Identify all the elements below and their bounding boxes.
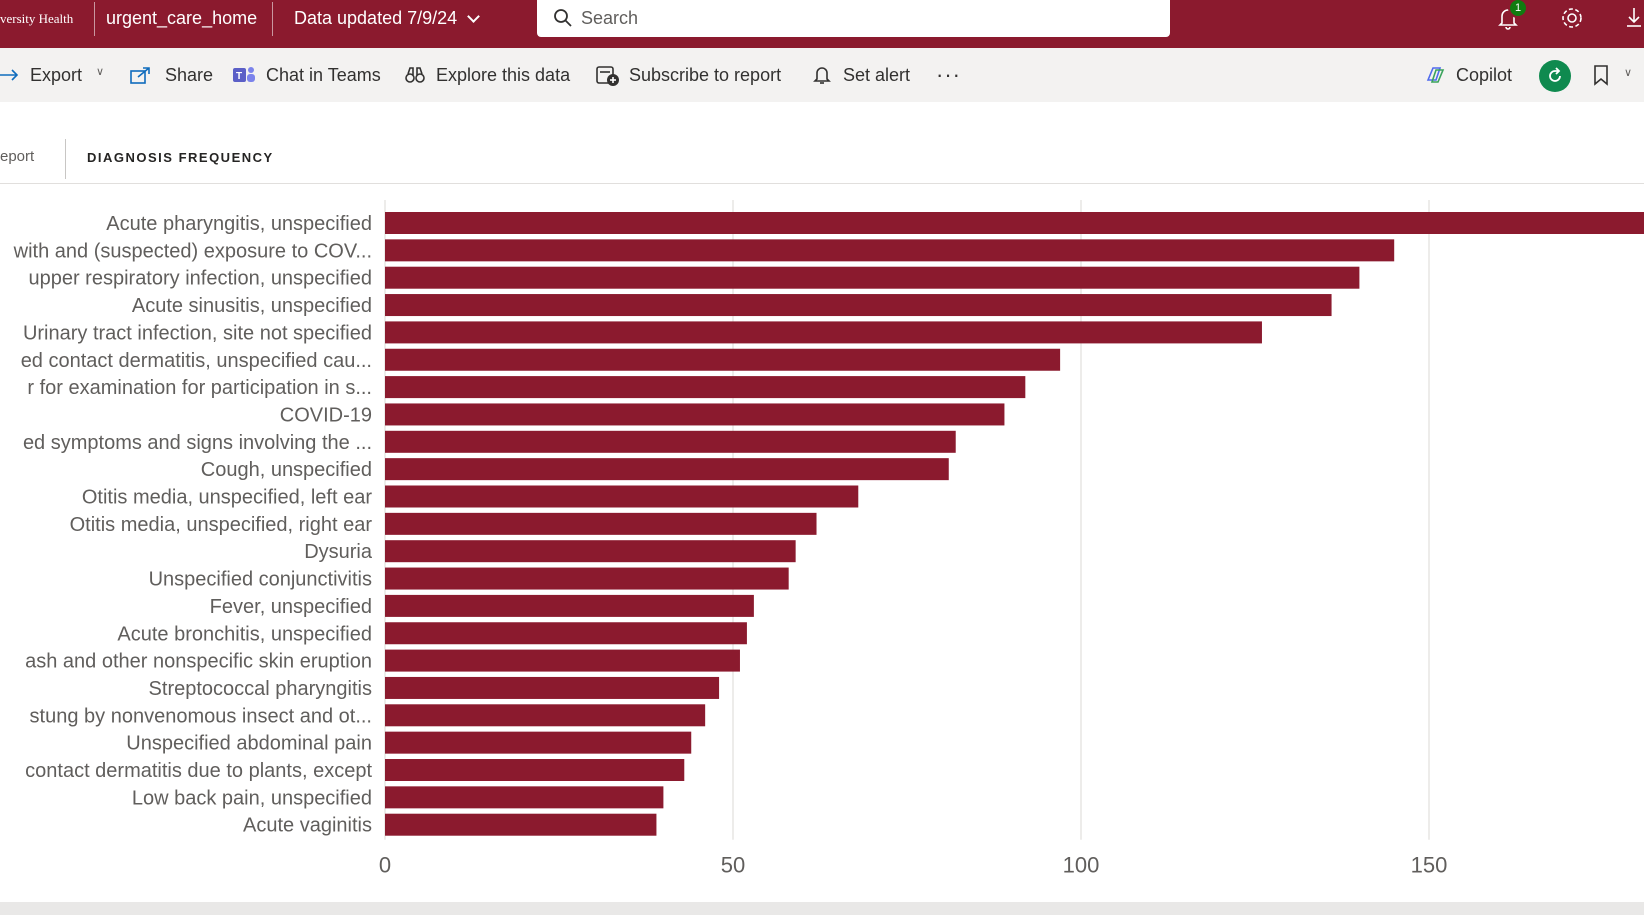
bar[interactable] — [385, 622, 747, 645]
action-bar: Export ∨ Share T Chat in Teams Explore t… — [0, 48, 1644, 102]
category-label: stung by nonvenomous insect and ot... — [30, 705, 372, 727]
category-label: contact dermatitis due to plants, except — [25, 760, 372, 782]
bar[interactable] — [385, 485, 859, 508]
bar[interactable] — [385, 512, 817, 535]
chat-in-teams-button[interactable]: T Chat in Teams — [232, 48, 384, 102]
search-box[interactable] — [537, 0, 1170, 37]
tab-divider — [65, 139, 66, 179]
category-label: ash and other nonspecific skin eruption — [25, 651, 372, 673]
x-tick-label: 50 — [721, 853, 745, 878]
subscribe-label: Subscribe to report — [629, 65, 782, 85]
teams-icon: T — [233, 67, 255, 82]
category-label: Fever, unspecified — [210, 596, 372, 618]
more-options-button[interactable]: ··· — [936, 62, 961, 87]
search-input[interactable] — [581, 4, 1141, 32]
copilot-label: Copilot — [1456, 65, 1513, 85]
bookmark-icon[interactable] — [1592, 64, 1610, 86]
page-tabs: eport DIAGNOSIS FREQUENCY — [0, 132, 1644, 184]
bottom-scrollbar[interactable] — [0, 902, 1644, 915]
data-updated-label: Data updated 7/9/24 — [294, 8, 458, 28]
svg-text:T: T — [236, 71, 242, 82]
topbar-divider — [94, 2, 95, 36]
gear-icon[interactable] — [1558, 4, 1586, 32]
refresh-avatar[interactable] — [1539, 60, 1571, 92]
explore-data-button[interactable]: Explore this data — [404, 48, 576, 102]
x-tick-label: 0 — [379, 853, 391, 878]
topbar-divider — [272, 2, 273, 36]
x-tick-label: 150 — [1411, 853, 1448, 878]
brand-logo-text[interactable]: versity Health — [0, 11, 74, 26]
set-alert-button[interactable]: Set alert — [812, 48, 916, 102]
chevron-down-icon: ∨ — [96, 66, 105, 78]
export-label: Export — [30, 65, 83, 85]
category-label: with and (suspected) exposure to COV... — [13, 240, 372, 262]
top-bar: versity Health urgent_care_home Data upd… — [0, 0, 1644, 48]
category-label: Low back pain, unspecified — [132, 787, 372, 809]
bar[interactable] — [385, 376, 1026, 399]
explore-data-label: Explore this data — [436, 65, 571, 85]
bar[interactable] — [385, 266, 1360, 289]
search-icon — [554, 9, 572, 27]
bar[interactable] — [385, 567, 789, 590]
bar[interactable] — [385, 294, 1332, 317]
diagnosis-frequency-chart: 0 50 100 150 Acute pharyngitis, unspecified w… — [0, 190, 1644, 880]
category-label: Acute bronchitis, unspecified — [117, 623, 372, 645]
category-label: COVID-19 — [280, 404, 372, 426]
share-button[interactable]: Share — [130, 48, 214, 102]
bar[interactable] — [385, 403, 1005, 426]
category-label: ed contact dermatitis, unspecified cau..… — [21, 350, 372, 372]
bar[interactable] — [385, 430, 956, 453]
subscribe-icon — [596, 66, 619, 86]
bar[interactable] — [385, 321, 1262, 344]
bar[interactable] — [385, 676, 720, 699]
category-label: upper respiratory infection, unspecified — [28, 268, 372, 290]
workspace-name[interactable]: urgent_care_home — [106, 8, 258, 28]
x-tick-label: 100 — [1063, 853, 1100, 878]
download-icon[interactable] — [1620, 4, 1644, 32]
category-label: r for examination for participation in s… — [27, 377, 372, 399]
category-label: Acute pharyngitis, unspecified — [106, 213, 372, 235]
bar[interactable] — [385, 731, 692, 754]
category-label: Otitis media, unspecified, left ear — [82, 487, 372, 509]
category-label: Unspecified abdominal pain — [126, 733, 372, 755]
category-label: ed symptoms and signs involving the ... — [23, 432, 372, 454]
bar[interactable] — [385, 813, 657, 836]
bell-icon — [813, 67, 831, 84]
chevron-down-icon — [467, 10, 481, 23]
export-button[interactable]: Export ∨ — [0, 48, 112, 102]
bar-chart-svg: 0 50 100 150 Acute pharyngitis, unspecified w… — [13, 200, 1644, 878]
category-label: Cough, unspecified — [201, 459, 372, 481]
category-label: Acute vaginitis — [243, 815, 372, 837]
bar[interactable] — [385, 759, 685, 781]
category-label: Acute sinusitis, unspecified — [132, 295, 372, 317]
share-label: Share — [165, 65, 214, 85]
tab-diagnosis-frequency[interactable]: DIAGNOSIS FREQUENCY — [87, 150, 274, 165]
binoculars-icon — [405, 67, 425, 83]
category-label: Dysuria — [304, 541, 373, 563]
data-updated-dropdown[interactable]: Data updated 7/9/24 — [294, 0, 481, 36]
arrow-right-icon — [0, 69, 19, 81]
bar[interactable] — [385, 704, 706, 727]
subscribe-button[interactable]: Subscribe to report — [596, 48, 792, 102]
share-icon — [130, 67, 150, 84]
category-label: Streptococcal pharyngitis — [149, 678, 372, 700]
set-alert-label: Set alert — [843, 65, 911, 85]
refresh-icon — [1549, 67, 1561, 82]
bar[interactable] — [385, 786, 664, 809]
bar[interactable] — [385, 649, 740, 672]
notification-badge: 1 — [1508, 0, 1528, 18]
bar[interactable] — [385, 540, 796, 563]
bar[interactable] — [385, 594, 754, 617]
bar[interactable] — [385, 348, 1061, 371]
category-label: Urinary tract infection, site not specif… — [23, 322, 372, 344]
tab-report[interactable]: eport — [0, 148, 35, 165]
chevron-down-icon[interactable]: ∨ — [1624, 67, 1633, 79]
category-label: Unspecified conjunctivitis — [149, 569, 372, 591]
bar[interactable] — [385, 239, 1395, 262]
chat-in-teams-label: Chat in Teams — [266, 65, 381, 85]
copilot-icon — [1426, 67, 1445, 83]
bar[interactable] — [385, 212, 1644, 234]
bar[interactable] — [385, 458, 949, 481]
category-label: Otitis media, unspecified, right ear — [70, 514, 373, 536]
